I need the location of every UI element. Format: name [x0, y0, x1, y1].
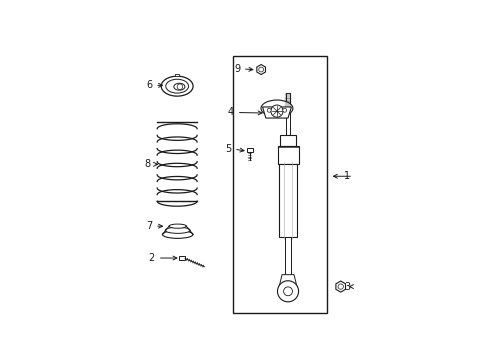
Polygon shape [280, 135, 295, 146]
Ellipse shape [169, 224, 186, 228]
Text: 3: 3 [344, 282, 350, 292]
Ellipse shape [161, 76, 193, 96]
Polygon shape [335, 281, 345, 292]
Ellipse shape [261, 100, 292, 117]
Polygon shape [262, 107, 291, 118]
Polygon shape [278, 164, 297, 237]
Circle shape [270, 105, 283, 117]
Text: 6: 6 [146, 80, 152, 90]
Text: 1: 1 [344, 171, 350, 181]
FancyBboxPatch shape [285, 93, 290, 135]
Bar [232, 56, 326, 314]
Circle shape [267, 108, 270, 112]
Bar [246, 148, 252, 152]
Polygon shape [256, 64, 265, 75]
FancyBboxPatch shape [179, 256, 185, 260]
Circle shape [283, 287, 292, 296]
Circle shape [258, 67, 263, 72]
Text: 8: 8 [144, 159, 150, 169]
Ellipse shape [162, 231, 193, 238]
Text: 4: 4 [227, 108, 233, 117]
Polygon shape [284, 237, 291, 275]
Polygon shape [175, 74, 179, 76]
Circle shape [277, 281, 298, 302]
Circle shape [177, 84, 183, 90]
Ellipse shape [165, 79, 188, 93]
Text: 5: 5 [224, 144, 231, 154]
Ellipse shape [165, 227, 190, 233]
Text: 2: 2 [148, 253, 155, 263]
Circle shape [337, 284, 343, 289]
Text: 9: 9 [233, 64, 240, 74]
Polygon shape [277, 146, 298, 164]
Text: 7: 7 [145, 221, 152, 231]
Polygon shape [278, 275, 297, 293]
Ellipse shape [173, 83, 184, 90]
Circle shape [282, 108, 286, 112]
